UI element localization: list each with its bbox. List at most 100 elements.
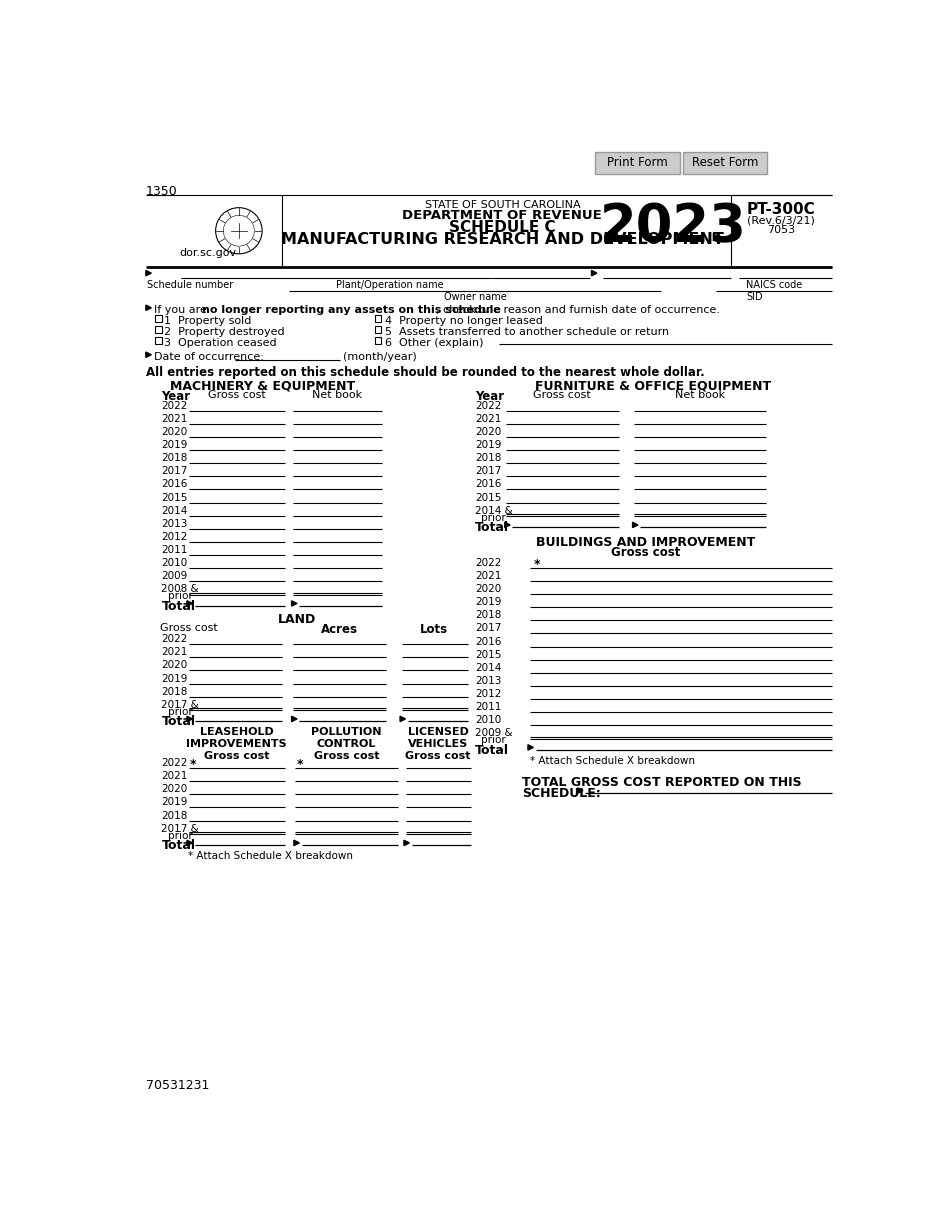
Bar	[374, 337, 382, 344]
Text: Year: Year	[162, 390, 191, 403]
Text: 2021: 2021	[162, 415, 188, 424]
Text: 2021: 2021	[162, 647, 188, 657]
Text: All entries reported on this schedule should be rounded to the nearest whole dol: All entries reported on this schedule sh…	[146, 365, 705, 379]
Text: 2022: 2022	[475, 558, 502, 568]
Text: 2014 &: 2014 &	[475, 506, 513, 515]
Text: 2009 &: 2009 &	[475, 728, 513, 738]
Text: Total: Total	[475, 522, 509, 534]
Text: 1350: 1350	[146, 184, 178, 198]
Text: Total: Total	[475, 744, 509, 756]
Text: 2017 &: 2017 &	[162, 824, 199, 834]
Polygon shape	[187, 716, 192, 722]
Text: 1  Property sold: 1 Property sold	[164, 316, 252, 326]
Text: prior: prior	[167, 706, 192, 717]
Text: 2023: 2023	[599, 202, 747, 253]
Text: 2010: 2010	[475, 715, 502, 726]
Text: no longer reporting any assets on this schedule: no longer reporting any assets on this s…	[201, 305, 501, 315]
Text: 2022: 2022	[162, 401, 188, 411]
Text: DEPARTMENT OF REVENUE: DEPARTMENT OF REVENUE	[403, 209, 602, 223]
Text: Gross cost: Gross cost	[208, 390, 265, 400]
Text: prior: prior	[167, 830, 192, 840]
Text: 2020: 2020	[475, 427, 502, 437]
Text: 7053: 7053	[768, 225, 795, 235]
Text: NAICS code: NAICS code	[747, 280, 803, 290]
Text: Owner name: Owner name	[444, 293, 506, 303]
Polygon shape	[578, 788, 583, 793]
Text: 2020: 2020	[162, 785, 188, 795]
Text: * Attach Schedule X breakdown: * Attach Schedule X breakdown	[529, 756, 694, 766]
Text: BUILDINGS AND IMPROVEMENT: BUILDINGS AND IMPROVEMENT	[536, 536, 755, 550]
Text: 2011: 2011	[162, 545, 188, 555]
Text: 2020: 2020	[475, 584, 502, 594]
Text: 2021: 2021	[475, 415, 502, 424]
Text: 2018: 2018	[162, 811, 188, 820]
Text: Plant/Operation name: Plant/Operation name	[336, 280, 444, 290]
Text: 2018: 2018	[475, 610, 502, 620]
Text: POLLUTION
CONTROL
Gross cost: POLLUTION CONTROL Gross cost	[312, 727, 382, 760]
Text: Net book: Net book	[313, 390, 362, 400]
Polygon shape	[400, 716, 406, 722]
Text: 2013: 2013	[475, 675, 502, 686]
Text: 2010: 2010	[162, 558, 188, 568]
Text: Total: Total	[162, 599, 196, 613]
Text: 4  Property no longer leased: 4 Property no longer leased	[386, 316, 543, 326]
Text: Acres: Acres	[321, 624, 358, 636]
Polygon shape	[504, 523, 510, 528]
Text: 2015: 2015	[475, 649, 502, 659]
Text: Date of occurrence:: Date of occurrence:	[154, 352, 267, 362]
Text: prior: prior	[167, 592, 192, 601]
Text: MANUFACTURING RESEARCH AND DEVELOPMENT: MANUFACTURING RESEARCH AND DEVELOPMENT	[281, 232, 724, 247]
Text: Year: Year	[475, 390, 504, 403]
Text: 2008 &: 2008 &	[162, 584, 199, 594]
Text: Gross cost: Gross cost	[533, 390, 591, 400]
Text: Net book: Net book	[674, 390, 725, 400]
Text: Total: Total	[162, 715, 196, 728]
Polygon shape	[187, 600, 192, 606]
Text: 2017: 2017	[475, 624, 502, 633]
Text: 2016: 2016	[162, 480, 188, 490]
Polygon shape	[292, 600, 297, 606]
Bar	[155, 326, 162, 333]
Text: Total: Total	[162, 839, 196, 852]
FancyBboxPatch shape	[683, 153, 768, 173]
Text: 2015: 2015	[475, 492, 502, 503]
Text: STATE OF SOUTH CAROLINA: STATE OF SOUTH CAROLINA	[425, 200, 580, 210]
Text: 2022: 2022	[475, 401, 502, 411]
Text: 2011: 2011	[475, 702, 502, 712]
Text: PT-300C: PT-300C	[747, 202, 816, 216]
Text: TOTAL GROSS COST REPORTED ON THIS: TOTAL GROSS COST REPORTED ON THIS	[522, 776, 802, 788]
Text: 2  Property destroyed: 2 Property destroyed	[164, 327, 285, 337]
Text: 2013: 2013	[162, 519, 188, 529]
Text: 2012: 2012	[475, 689, 502, 699]
Bar	[374, 315, 382, 322]
Text: SCHEDULE C: SCHEDULE C	[449, 220, 556, 235]
Text: SID: SID	[747, 293, 763, 303]
Polygon shape	[146, 305, 151, 310]
Text: 2018: 2018	[162, 686, 188, 696]
Text: 2018: 2018	[475, 454, 502, 464]
Text: 2017: 2017	[475, 466, 502, 476]
Text: dor.sc.gov: dor.sc.gov	[180, 247, 237, 258]
Text: 2017: 2017	[162, 466, 188, 476]
Text: 2020: 2020	[162, 661, 188, 670]
Text: 2014: 2014	[475, 663, 502, 673]
Bar	[155, 315, 162, 322]
Text: 2016: 2016	[475, 480, 502, 490]
Polygon shape	[592, 271, 597, 276]
Text: 2019: 2019	[475, 440, 502, 450]
Text: LEASEHOLD
IMPROVEMENTS
Gross cost: LEASEHOLD IMPROVEMENTS Gross cost	[186, 727, 287, 760]
Text: Gross cost: Gross cost	[160, 624, 218, 633]
Polygon shape	[187, 840, 192, 845]
Text: 2015: 2015	[162, 492, 188, 503]
Text: Gross cost: Gross cost	[611, 546, 680, 560]
Text: 2021: 2021	[162, 771, 188, 781]
Text: 2018: 2018	[162, 454, 188, 464]
Text: 6  Other (explain): 6 Other (explain)	[386, 338, 484, 348]
Text: 2012: 2012	[162, 531, 188, 542]
Text: Reset Form: Reset Form	[692, 156, 758, 170]
Text: FURNITURE & OFFICE EQUIPMENT: FURNITURE & OFFICE EQUIPMENT	[536, 379, 771, 392]
Text: *: *	[190, 758, 197, 771]
Polygon shape	[146, 352, 151, 358]
Text: LAND: LAND	[277, 614, 316, 626]
Text: 2019: 2019	[162, 674, 188, 684]
